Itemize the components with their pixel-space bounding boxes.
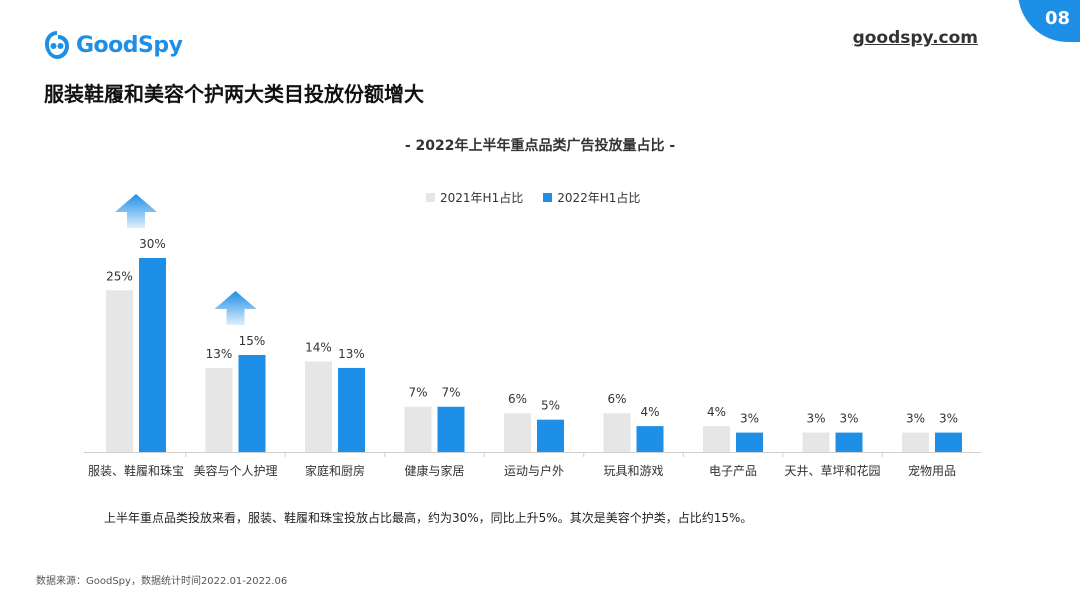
- legend-swatch-2021: [426, 193, 435, 202]
- bar-2021-5: [603, 413, 631, 452]
- data-label-2021-6: 4%: [707, 405, 726, 419]
- chart-summary: 上半年重点品类投放来看，服装、鞋履和珠宝投放占比最高，约为30%，同比上升5%。…: [104, 511, 753, 525]
- bar-2022-1: [238, 355, 266, 452]
- bar-2021-2: [305, 361, 332, 452]
- data-label-2021-3: 7%: [408, 386, 427, 400]
- data-label-2021-1: 13%: [206, 347, 233, 361]
- chart-legend: 2021年H1占比 2022年H1占比: [426, 189, 660, 206]
- bar-2021-8: [902, 432, 929, 452]
- bar-chart: 25% 30% 服装、鞋履和珠宝 13% 15% 美容与个人护理 14% 13% 家庭和厨房 7%…: [84, 194, 981, 478]
- x-tick-label-4: 运动与户外: [504, 463, 564, 478]
- bar-2021-0: [106, 290, 133, 452]
- data-label-2022-2: 13%: [338, 347, 365, 361]
- data-label-2022-4: 5%: [541, 399, 560, 413]
- data-label-2022-0: 30%: [139, 237, 166, 251]
- x-tick-label-5: 玩具和游戏: [603, 464, 663, 478]
- bar-2021-3: [404, 406, 432, 452]
- page-heading: 服装鞋履和美容个护两大类目投放份额增大: [44, 82, 424, 106]
- chart-title: - 2022年上半年重点品类广告投放量占比 -: [404, 138, 676, 154]
- data-source: 数据来源：GoodSpy，数据统计时间2022.01-2022.06: [36, 576, 288, 587]
- brand-name: GoodSpy: [76, 32, 183, 58]
- bar-2022-5: [636, 426, 664, 452]
- legend-label-2022: 2022年H1占比: [557, 191, 641, 205]
- x-tick-label-2: 家庭和厨房: [305, 463, 365, 478]
- data-label-2022-1: 15%: [239, 334, 266, 348]
- bar-2021-1: [205, 367, 233, 452]
- bar-2022-7: [835, 432, 863, 452]
- data-label-2022-6: 3%: [740, 412, 759, 426]
- page-number: 08: [1045, 8, 1071, 29]
- data-label-2022-7: 3%: [839, 412, 858, 426]
- x-tick-label-1: 美容与个人护理: [193, 463, 277, 478]
- data-label-2021-2: 14%: [305, 340, 332, 354]
- brand-logo[interactable]: GoodSpy: [42, 28, 183, 62]
- data-label-2022-5: 4%: [640, 405, 659, 419]
- legend-item-2021: 2021年H1占比: [426, 189, 523, 206]
- bar-2022-2: [338, 367, 365, 452]
- x-tick-label-3: 健康与家居: [404, 463, 464, 478]
- data-label-2021-5: 6%: [607, 392, 626, 406]
- bar-2022-6: [736, 432, 763, 452]
- x-tick-label-0: 服装、鞋履和珠宝: [88, 463, 184, 478]
- x-tick-label-6: 电子产品: [709, 464, 757, 478]
- legend-swatch-2022: [543, 193, 553, 202]
- increase-arrow-icon: [214, 291, 257, 325]
- bar-2022-8: [935, 432, 962, 452]
- legend-label-2021: 2021年H1占比: [440, 191, 524, 205]
- data-label-2021-0: 25%: [106, 269, 133, 283]
- goodspy-logo-icon: [45, 31, 69, 59]
- data-label-2021-8: 3%: [906, 412, 925, 426]
- data-label-2021-7: 3%: [806, 412, 825, 426]
- bar-2022-3: [437, 406, 465, 452]
- bar-2021-7: [802, 432, 830, 452]
- site-link[interactable]: goodspy.com: [852, 28, 978, 48]
- bar-2022-4: [537, 419, 564, 452]
- bar-2021-6: [703, 426, 730, 452]
- data-label-2022-3: 7%: [441, 386, 460, 400]
- x-tick-label-8: 宠物用品: [908, 463, 956, 478]
- legend-item-2022: 2022年H1占比: [543, 189, 640, 206]
- data-label-2022-8: 3%: [939, 412, 958, 426]
- data-label-2021-4: 6%: [508, 392, 527, 406]
- bar-2022-0: [139, 258, 166, 452]
- x-tick-label-7: 天井、草坪和花园: [784, 463, 880, 478]
- bar-2021-4: [504, 413, 531, 452]
- increase-arrow-icon: [115, 194, 157, 228]
